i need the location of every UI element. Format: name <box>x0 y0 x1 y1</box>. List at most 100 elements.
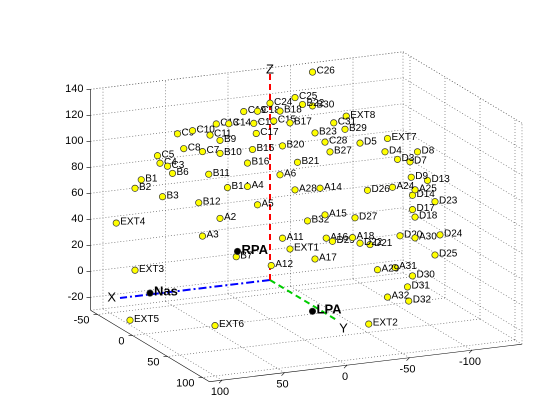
electrode-label: C18 <box>262 105 281 116</box>
grid-line <box>402 103 523 176</box>
z-tick-label: -20 <box>68 291 84 303</box>
electrode <box>348 234 357 242</box>
electrode-label: D21 <box>374 238 393 249</box>
electrode <box>248 145 257 154</box>
electrode-label: A32 <box>392 291 410 302</box>
electrode <box>408 206 417 214</box>
electrode-label: A4 <box>252 180 265 191</box>
electrode-label: B23 <box>319 127 337 138</box>
electrode-label: B2 <box>139 182 152 193</box>
electrode <box>267 261 275 270</box>
electrode <box>216 136 224 144</box>
z-tick-label: 80 <box>71 161 83 173</box>
electrode-label: A16 <box>330 232 348 243</box>
electrode-label: B17 <box>294 117 312 128</box>
electrode-label: C25 <box>299 91 318 102</box>
electrode <box>408 272 417 280</box>
electrode-label: A24 <box>397 181 415 192</box>
electrode <box>407 173 415 181</box>
electrode-label: A3 <box>207 230 220 241</box>
electrode-label: A28 <box>299 184 317 195</box>
box-edge <box>90 310 210 382</box>
electrode <box>212 120 220 128</box>
electrode-label: EXT6 <box>219 319 244 330</box>
electrode <box>431 251 439 259</box>
electrode <box>388 183 397 191</box>
electrode <box>308 307 317 315</box>
electrode <box>233 247 242 255</box>
electrode <box>298 100 307 109</box>
electrode <box>156 159 164 167</box>
electrode <box>291 94 299 102</box>
electrode-label: A6 <box>284 168 297 179</box>
electrode <box>278 234 287 242</box>
z-tick-label: 60 <box>71 187 83 199</box>
y-tick-label: -50 <box>74 314 90 326</box>
electrode-label: EXT3 <box>139 264 164 275</box>
electrode-label: D13 <box>432 174 451 185</box>
electrode <box>396 232 404 240</box>
electrode <box>250 119 258 127</box>
z-tick-label: 100 <box>65 135 83 147</box>
electrode <box>195 199 203 207</box>
electrode <box>423 176 432 185</box>
y-axis-label: Y <box>339 320 348 335</box>
electrode <box>366 241 374 249</box>
electrode <box>393 155 402 163</box>
tick-mark <box>406 357 410 361</box>
electrode <box>112 219 120 227</box>
electrode <box>278 142 287 150</box>
electrode-label: A30 <box>419 232 437 243</box>
electrode-label: B6 <box>177 167 190 178</box>
electrode <box>391 264 399 272</box>
electrode-label: A12 <box>275 259 293 270</box>
electrode <box>266 99 274 107</box>
electrode-label: C5 <box>162 149 175 160</box>
electrode <box>311 255 319 263</box>
electrode-label: B30 <box>317 100 335 111</box>
electrode <box>303 217 312 225</box>
grid-line <box>402 181 523 254</box>
grid-line <box>402 259 523 332</box>
electrode <box>373 266 382 274</box>
box-edge <box>402 272 523 345</box>
electrode-label: A2 <box>224 212 237 223</box>
x-tick-label: 100 <box>211 386 229 398</box>
electrode <box>168 169 177 177</box>
electrode <box>321 138 329 146</box>
x-axis-arrow <box>119 279 271 299</box>
electrode-label: B27 <box>334 146 352 157</box>
electrode-label: C10 <box>197 124 216 135</box>
x-tick-label: -100 <box>459 356 481 368</box>
electrode <box>363 186 372 194</box>
y-tick-label: 50 <box>147 356 159 368</box>
electrode <box>225 120 233 128</box>
grid-line <box>402 233 523 306</box>
electrode-label: C3 <box>172 160 185 171</box>
electrode <box>243 159 252 167</box>
electrode <box>405 297 413 305</box>
electrode <box>188 127 197 135</box>
electrode-label: D25 <box>439 249 458 260</box>
x-tick-label: 0 <box>342 371 348 383</box>
electrode-label: A18 <box>357 231 375 242</box>
electrode-label: B29 <box>349 123 367 134</box>
electrode-label: D23 <box>439 195 458 206</box>
electrode-label: B11 <box>213 168 230 179</box>
electrode <box>351 214 359 222</box>
electrode-label: C4 <box>164 157 177 168</box>
electrode <box>342 112 350 120</box>
electrode <box>365 320 373 328</box>
electrode-label: EXT2 <box>373 318 398 329</box>
electrode-label: D14 <box>417 189 436 200</box>
electrode-label: EXT8 <box>350 110 375 121</box>
grid-line <box>102 308 223 381</box>
electrode <box>293 158 302 166</box>
electrode <box>216 149 224 157</box>
electrode <box>286 119 294 127</box>
electrode-label: A31 <box>399 261 417 272</box>
electrode-label: D27 <box>359 211 378 222</box>
electrode-label: B18 <box>284 105 302 116</box>
electrode-label: RPA <box>242 242 269 257</box>
electrode-label: B22 <box>307 98 325 109</box>
